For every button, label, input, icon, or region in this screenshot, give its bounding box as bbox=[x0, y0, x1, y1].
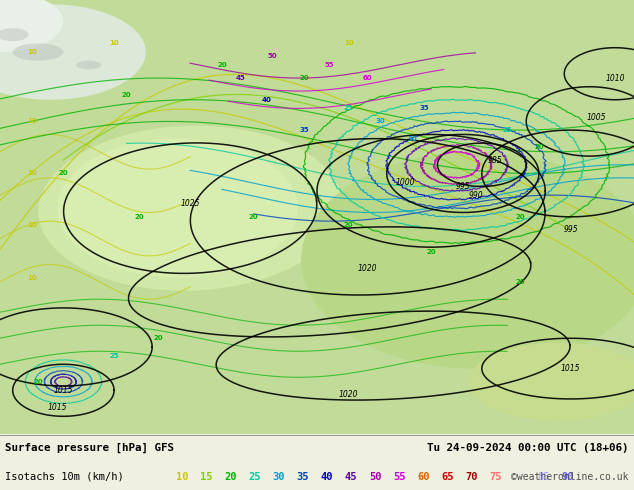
Text: 1010: 1010 bbox=[605, 74, 624, 82]
Text: 10: 10 bbox=[344, 40, 354, 47]
Text: 60: 60 bbox=[417, 472, 430, 482]
Text: 20: 20 bbox=[515, 214, 525, 220]
Text: 55: 55 bbox=[325, 62, 334, 68]
Text: 20: 20 bbox=[122, 93, 132, 98]
Text: 20: 20 bbox=[426, 248, 436, 254]
Text: 10: 10 bbox=[27, 222, 37, 228]
Text: Surface pressure [hPa] GFS: Surface pressure [hPa] GFS bbox=[5, 442, 174, 453]
Text: 20: 20 bbox=[534, 145, 544, 150]
Text: 50: 50 bbox=[369, 472, 382, 482]
Text: 70: 70 bbox=[465, 472, 478, 482]
Text: 985: 985 bbox=[487, 156, 502, 165]
Text: 35: 35 bbox=[297, 472, 309, 482]
Text: 1005: 1005 bbox=[586, 113, 605, 122]
Text: 10: 10 bbox=[27, 119, 37, 124]
Ellipse shape bbox=[0, 0, 63, 52]
Text: 20: 20 bbox=[58, 171, 68, 176]
Text: 85: 85 bbox=[538, 472, 550, 482]
Text: 60: 60 bbox=[363, 75, 373, 81]
Text: 20: 20 bbox=[515, 279, 525, 285]
Text: 50: 50 bbox=[268, 53, 278, 59]
Text: 20: 20 bbox=[344, 222, 354, 228]
Text: 1015: 1015 bbox=[561, 364, 580, 373]
Text: 20: 20 bbox=[134, 214, 145, 220]
Ellipse shape bbox=[13, 44, 63, 61]
Text: 10: 10 bbox=[176, 472, 189, 482]
Text: ©weatheronline.co.uk: ©weatheronline.co.uk bbox=[512, 472, 629, 482]
Text: 80: 80 bbox=[514, 472, 526, 482]
Text: 35: 35 bbox=[299, 127, 309, 133]
Text: 20: 20 bbox=[33, 379, 43, 385]
Text: 45: 45 bbox=[345, 472, 358, 482]
Text: 35: 35 bbox=[420, 105, 430, 111]
Text: 45: 45 bbox=[236, 75, 246, 81]
Text: 990: 990 bbox=[468, 191, 483, 199]
Text: 995: 995 bbox=[563, 225, 578, 234]
Text: 25: 25 bbox=[503, 127, 512, 133]
Text: 10: 10 bbox=[27, 171, 37, 176]
Text: 75: 75 bbox=[489, 472, 502, 482]
Text: 40: 40 bbox=[261, 97, 271, 103]
Text: 20: 20 bbox=[299, 75, 309, 81]
Text: 10: 10 bbox=[27, 49, 37, 55]
Text: 55: 55 bbox=[393, 472, 406, 482]
Text: 1000: 1000 bbox=[396, 178, 415, 187]
Text: Tu 24-09-2024 00:00 UTC (18+06): Tu 24-09-2024 00:00 UTC (18+06) bbox=[427, 442, 629, 453]
Text: 20: 20 bbox=[249, 214, 259, 220]
Ellipse shape bbox=[57, 139, 298, 277]
Text: 15: 15 bbox=[200, 472, 213, 482]
Text: 1020: 1020 bbox=[339, 390, 358, 399]
Text: 65: 65 bbox=[441, 472, 454, 482]
Text: 1025: 1025 bbox=[181, 199, 200, 208]
Ellipse shape bbox=[301, 152, 634, 368]
Text: 995: 995 bbox=[455, 182, 470, 191]
Text: Isotachs 10m (km/h): Isotachs 10m (km/h) bbox=[5, 472, 124, 482]
Text: 1020: 1020 bbox=[358, 265, 377, 273]
Text: 10: 10 bbox=[109, 40, 119, 47]
Text: 10: 10 bbox=[27, 274, 37, 281]
Ellipse shape bbox=[0, 4, 146, 100]
Ellipse shape bbox=[38, 125, 342, 291]
Text: 40: 40 bbox=[321, 472, 333, 482]
Text: 30: 30 bbox=[375, 119, 385, 124]
Ellipse shape bbox=[469, 343, 634, 420]
Text: 25: 25 bbox=[344, 105, 353, 111]
Text: 20: 20 bbox=[153, 335, 164, 341]
Text: 1015: 1015 bbox=[54, 386, 73, 395]
Ellipse shape bbox=[76, 61, 101, 70]
Ellipse shape bbox=[0, 28, 29, 41]
Text: 20: 20 bbox=[217, 62, 227, 68]
Text: 25: 25 bbox=[110, 353, 119, 359]
Text: 20: 20 bbox=[224, 472, 237, 482]
Text: 1015: 1015 bbox=[48, 403, 67, 412]
Text: 25: 25 bbox=[249, 472, 261, 482]
Text: 30: 30 bbox=[273, 472, 285, 482]
Text: 90: 90 bbox=[562, 472, 574, 482]
Text: 30: 30 bbox=[407, 136, 417, 142]
